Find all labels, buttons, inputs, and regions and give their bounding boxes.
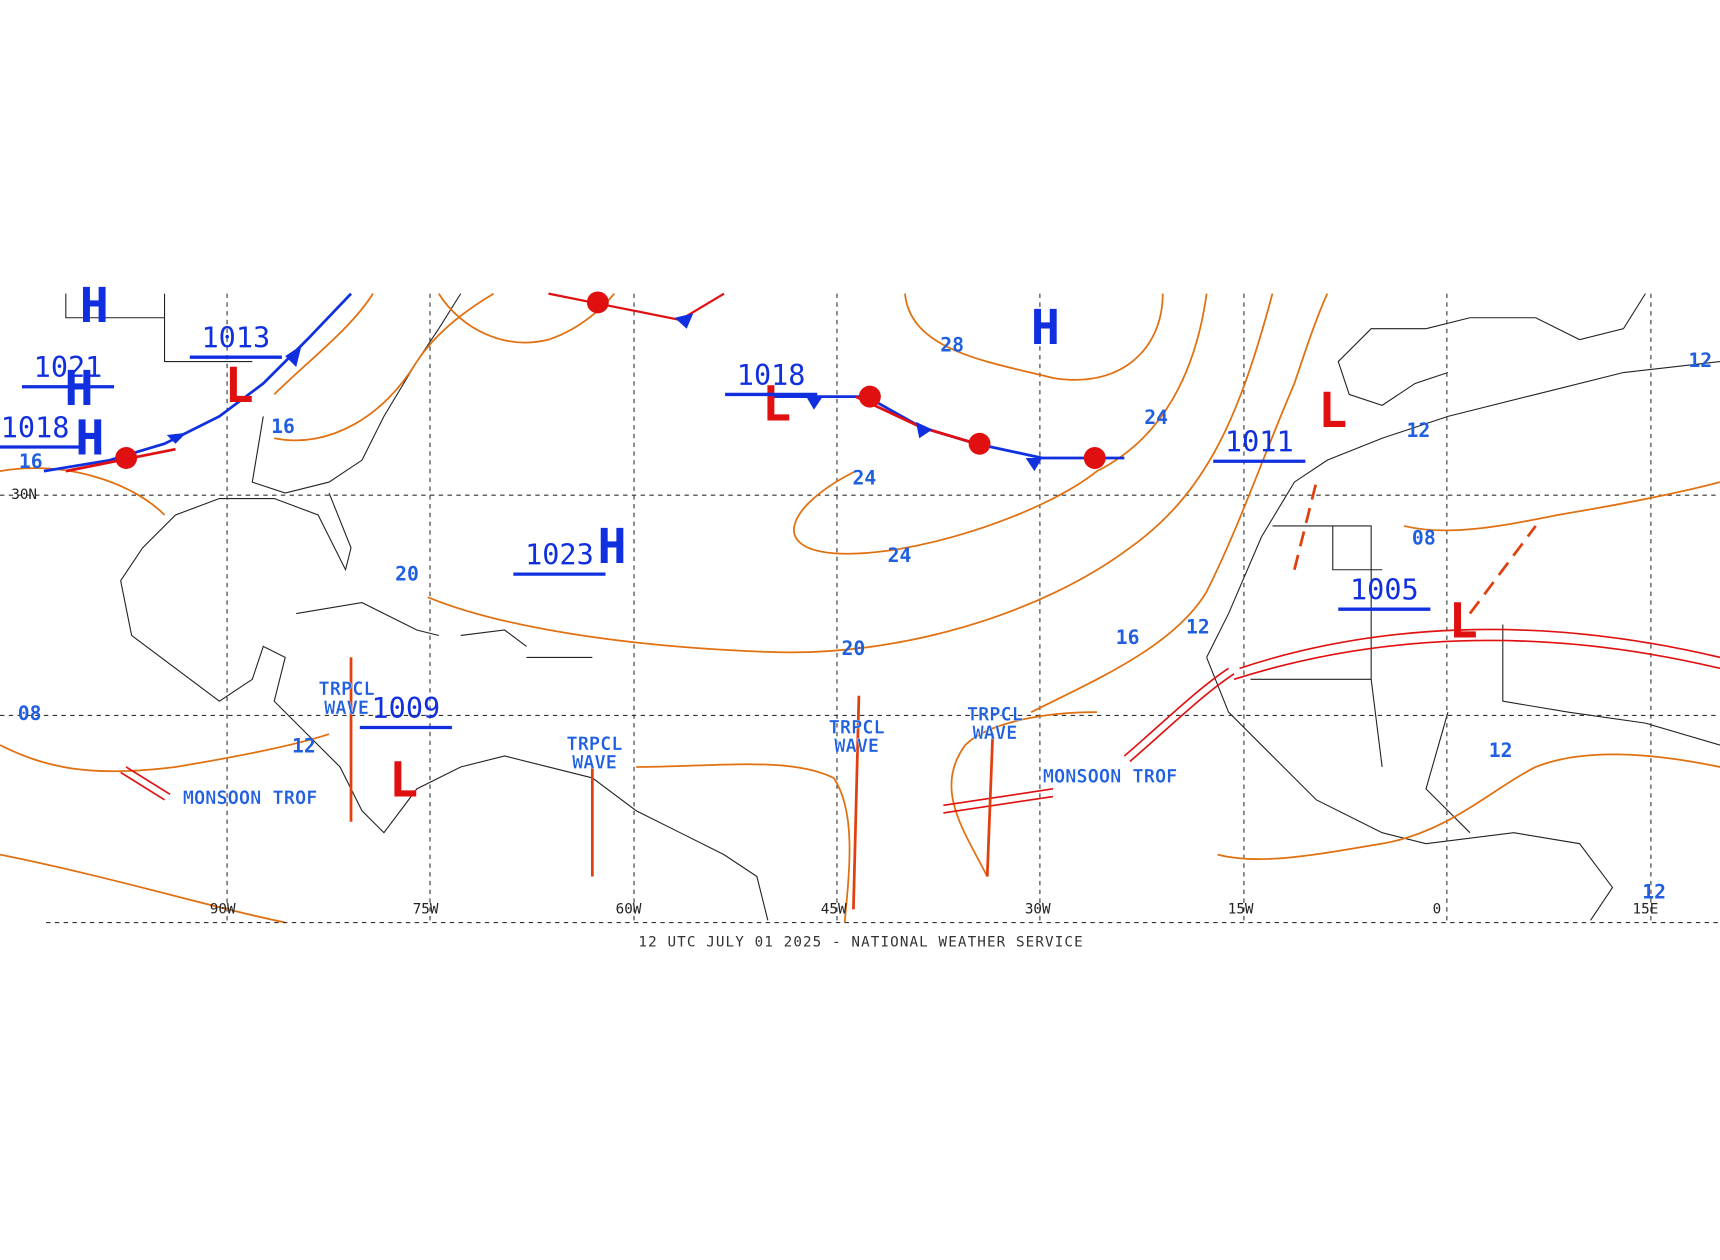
latitude-label: 30N xyxy=(11,487,37,503)
longitude-label: 45W xyxy=(821,901,847,917)
feature-label: TRPCL WAVE xyxy=(967,704,1023,744)
isobar-label: 28 xyxy=(940,334,964,357)
feature-label: TRPCL WAVE xyxy=(829,717,885,757)
longitude-label: 0 xyxy=(1433,901,1442,917)
isobar-label: 12 xyxy=(1489,739,1513,762)
longitude-label: 30W xyxy=(1025,901,1051,917)
pressure-center-symbol: H xyxy=(64,361,93,417)
feature-label: MONSOON TROF xyxy=(183,788,318,809)
isobar-label: 08 xyxy=(18,702,42,725)
pressure-center-symbol: L xyxy=(1449,594,1478,650)
longitude-label: 15W xyxy=(1228,901,1254,917)
central-pressure: 1009 xyxy=(372,692,441,725)
isobar-label: 16 xyxy=(19,450,43,473)
high-symbol: H xyxy=(1031,300,1060,356)
longitude-label: 75W xyxy=(413,901,439,917)
isobar-label: 24 xyxy=(888,544,912,567)
central-pressure: 1011 xyxy=(1225,426,1294,459)
isobar-label: 24 xyxy=(1144,406,1168,429)
central-pressure: 1023 xyxy=(525,539,594,572)
pressure-center-symbol: L xyxy=(389,752,418,808)
central-pressure: 1018 xyxy=(1,412,70,445)
isobar-label: 16 xyxy=(271,415,295,438)
feature-label: TRPCL WAVE xyxy=(319,679,375,719)
longitude-label: 60W xyxy=(616,901,642,917)
isobar-label: 24 xyxy=(853,466,877,489)
pressure-center-symbol: L xyxy=(1318,383,1347,439)
lat-lon-grid xyxy=(0,293,1720,923)
feature-label: MONSOON TROF xyxy=(1043,766,1178,787)
longitude-label: 15E xyxy=(1633,901,1659,917)
central-pressure: 1018 xyxy=(737,359,806,392)
isobar-label: 12 xyxy=(1688,349,1712,372)
map-footer: 12 UTC JULY 01 2025 - NATIONAL WEATHER S… xyxy=(638,934,1083,950)
isobar-label: 20 xyxy=(395,563,419,586)
pressure-center-symbol: L xyxy=(762,377,791,433)
high-symbol: H xyxy=(80,278,109,334)
isobar-label: 12 xyxy=(1642,880,1666,903)
feature-label: TRPCL WAVE xyxy=(566,733,622,773)
fronts xyxy=(43,291,1720,910)
isobar-label: 12 xyxy=(1186,615,1210,638)
isobar-label: 08 xyxy=(1412,527,1436,550)
labels: 90W 75W 60W 45W 30W 15W 0 15E30NH1021H1018L1013… xyxy=(0,278,1712,917)
pressure-center-symbol: H xyxy=(598,519,627,575)
isobar-label: 12 xyxy=(1406,419,1430,442)
central-pressure: 1005 xyxy=(1350,574,1419,607)
isobar-label: 20 xyxy=(842,637,866,660)
coastlines xyxy=(65,293,1720,921)
longitude-label: 90W xyxy=(210,901,236,917)
pressure-center-symbol: L xyxy=(225,358,254,414)
pressure-center-symbol: H xyxy=(75,411,104,467)
central-pressure: 1013 xyxy=(202,322,271,355)
isobars xyxy=(0,292,1720,924)
isobar-label: 12 xyxy=(292,735,316,758)
isobar-label: 16 xyxy=(1116,626,1140,649)
central-pressure: 1021 xyxy=(34,351,103,384)
